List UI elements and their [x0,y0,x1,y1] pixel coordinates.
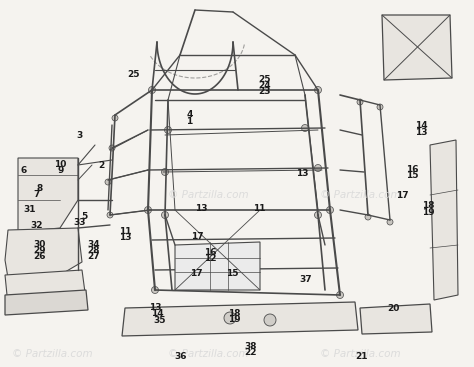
Text: 27: 27 [87,252,100,261]
Text: 11: 11 [119,228,132,236]
Circle shape [105,179,111,185]
Text: 34: 34 [87,240,100,248]
Text: 18: 18 [228,309,240,317]
Text: 17: 17 [396,191,408,200]
Text: 13: 13 [119,233,132,242]
Text: 13: 13 [195,204,208,213]
Text: 11: 11 [254,204,266,213]
Text: 20: 20 [387,304,400,313]
Text: 13: 13 [415,128,427,137]
Circle shape [301,124,309,131]
Text: 31: 31 [23,205,36,214]
Circle shape [327,207,334,214]
Circle shape [387,219,393,225]
Text: 15: 15 [406,171,419,180]
Polygon shape [5,228,82,278]
Text: 1: 1 [186,117,193,126]
Text: 36: 36 [175,352,187,361]
Circle shape [365,214,371,220]
Polygon shape [18,158,78,232]
Circle shape [315,87,321,94]
Circle shape [107,212,113,218]
Polygon shape [175,242,260,290]
Text: 6: 6 [20,166,27,175]
Text: 13: 13 [296,169,309,178]
Text: 16: 16 [204,248,216,257]
Polygon shape [5,270,86,305]
Text: 2: 2 [98,161,104,170]
Text: © Partzilla.com: © Partzilla.com [12,349,92,359]
Text: 4: 4 [186,110,193,119]
Text: 30: 30 [34,240,46,248]
Circle shape [162,211,168,218]
Polygon shape [382,15,452,80]
Circle shape [109,145,115,151]
Text: 25: 25 [258,75,271,84]
Text: © Partzilla.com: © Partzilla.com [168,349,249,359]
Text: 25: 25 [128,70,140,79]
Text: 28: 28 [87,246,100,255]
Text: 22: 22 [244,348,256,357]
Text: 17: 17 [191,269,203,278]
Text: 32: 32 [31,221,43,230]
Text: 8: 8 [36,184,43,193]
Circle shape [315,164,321,171]
Text: 9: 9 [57,166,64,175]
Text: 23: 23 [258,87,271,96]
Polygon shape [430,140,458,300]
Text: 26: 26 [34,252,46,261]
Text: 19: 19 [422,208,435,217]
Circle shape [357,99,363,105]
Circle shape [377,104,383,110]
Text: © Partzilla.com: © Partzilla.com [168,189,249,200]
Text: 13: 13 [149,303,161,312]
Circle shape [315,211,321,218]
Polygon shape [122,302,358,336]
Circle shape [162,168,168,175]
Text: 12: 12 [204,254,216,263]
Text: 35: 35 [154,316,166,324]
Text: © Partzilla.com: © Partzilla.com [320,189,401,200]
Circle shape [224,312,236,324]
Text: 38: 38 [244,342,256,351]
Circle shape [164,127,172,134]
Text: 29: 29 [34,246,46,255]
Polygon shape [5,290,88,315]
Text: 14: 14 [151,309,164,318]
Text: 33: 33 [73,218,86,227]
Text: 18: 18 [422,201,435,210]
Text: 16: 16 [406,165,419,174]
Circle shape [148,87,155,94]
Text: © Partzilla.com: © Partzilla.com [320,349,401,359]
Circle shape [152,287,158,294]
Text: 19: 19 [228,315,240,324]
Circle shape [112,115,118,121]
Text: 17: 17 [191,232,203,241]
Text: 14: 14 [415,121,427,130]
Circle shape [337,291,344,298]
Text: 37: 37 [300,275,312,284]
Text: 21: 21 [355,352,367,361]
Text: 7: 7 [34,190,40,199]
Text: 10: 10 [55,160,67,169]
Text: 3: 3 [76,131,83,140]
Text: 24: 24 [258,81,271,90]
Polygon shape [360,304,432,334]
Circle shape [264,314,276,326]
Circle shape [145,207,152,214]
Text: 15: 15 [226,269,238,278]
Text: 5: 5 [81,212,88,221]
